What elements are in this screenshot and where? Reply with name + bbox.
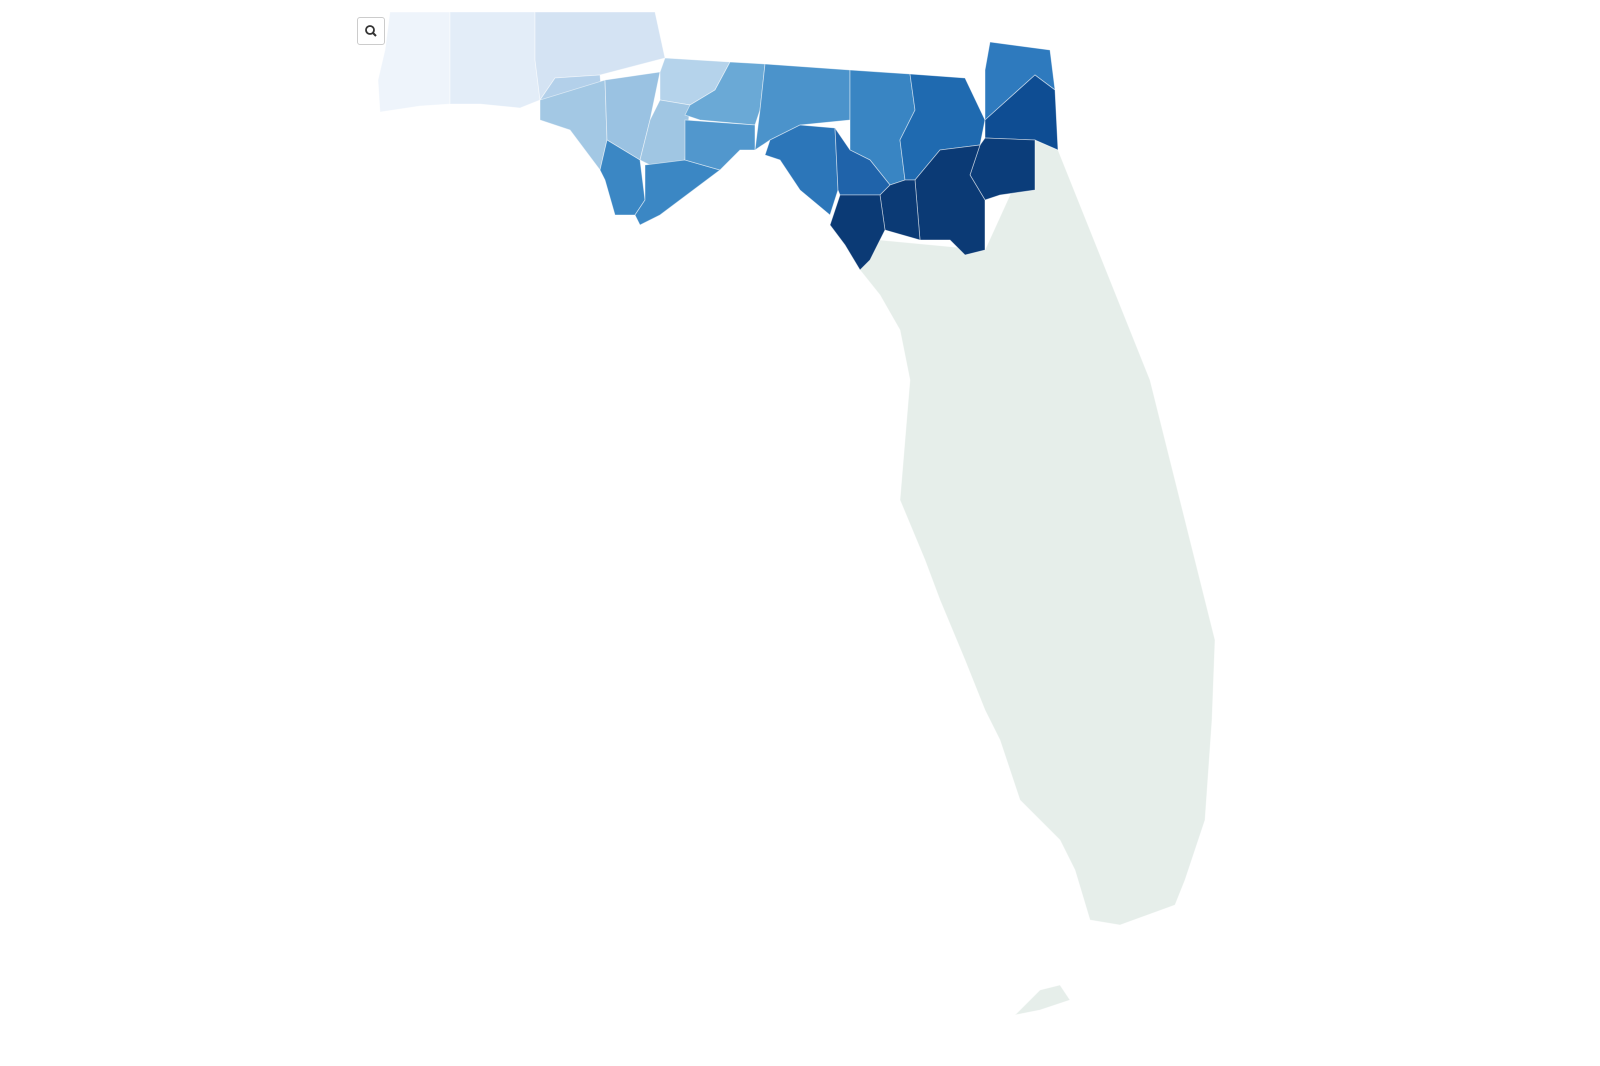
county: [764, 124, 839, 216]
county: [449, 11, 541, 109]
county: [377, 11, 451, 113]
county: [599, 139, 646, 216]
zoom-button[interactable]: [357, 17, 385, 45]
search-icon: [365, 25, 377, 37]
county: [859, 139, 1216, 926]
county: [634, 159, 721, 226]
county: [684, 119, 756, 171]
county: [829, 194, 886, 271]
county: [879, 179, 921, 241]
county: [1013, 984, 1071, 1016]
